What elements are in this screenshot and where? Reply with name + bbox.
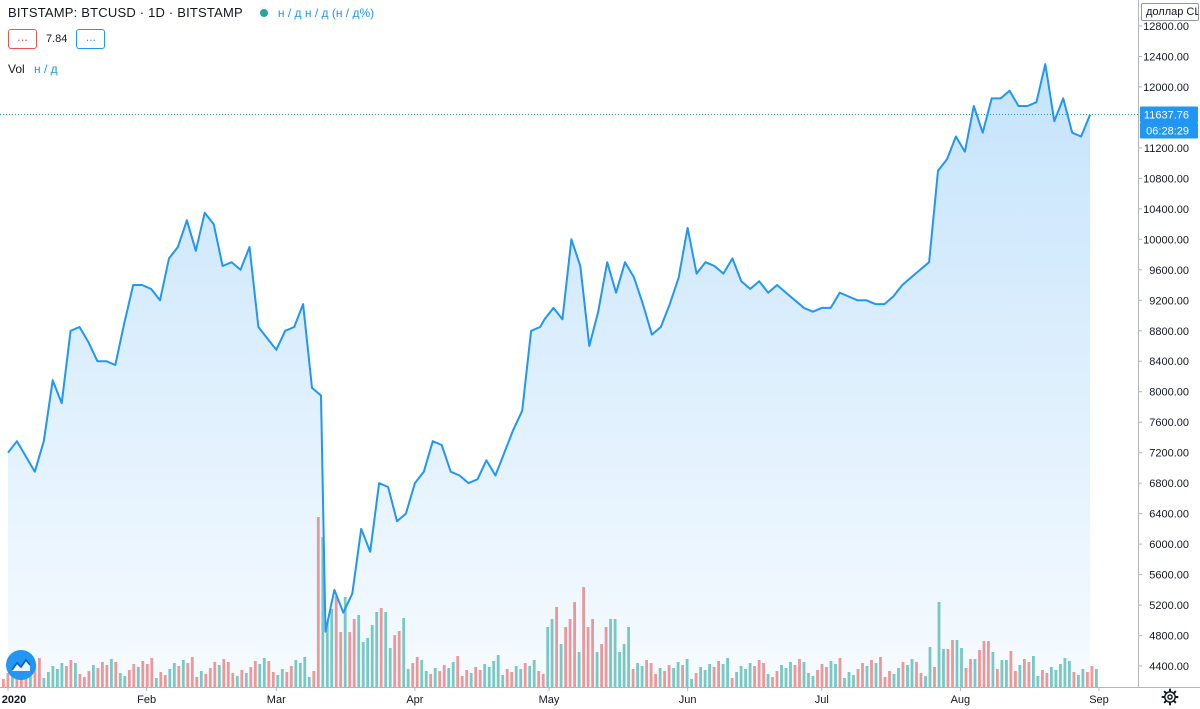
price-tick-label: 6400.00: [1149, 509, 1189, 521]
price-line: [7, 63, 1092, 633]
price-tick-label: 10000.00: [1143, 234, 1189, 246]
price-tick-label: 5200.00: [1149, 600, 1189, 612]
price-tick-label: 7200.00: [1149, 448, 1189, 460]
time-tick-label: Mar: [267, 694, 286, 706]
volume-bar: [2, 679, 5, 687]
price-tick-label: 5600.00: [1149, 570, 1189, 582]
tradingview-logo-icon[interactable]: [6, 650, 36, 680]
last-price-tag: 11637.76 06:28:29: [1140, 106, 1198, 139]
time-tick-label: Jun: [679, 694, 697, 706]
price-tick-label: 12400.00: [1143, 51, 1189, 63]
price-tick-label: 12000.00: [1143, 82, 1189, 94]
indicator-button-2[interactable]: ...: [76, 29, 106, 49]
price-axis[interactable]: 12800.00 12400.00 12000.00 11200.00 10800.00…: [1138, 0, 1189, 687]
price-tick-label: 8800.00: [1149, 326, 1189, 338]
price-tick-label: 9200.00: [1149, 295, 1189, 307]
indicator-button-1[interactable]: ...: [8, 29, 37, 49]
price-tick-label: 9600.00: [1149, 265, 1189, 277]
volume-bar: [1095, 669, 1098, 687]
time-tick-label: Jul: [815, 694, 829, 706]
market-status-icon: [259, 8, 268, 17]
price-tick-label: 12800.00: [1143, 21, 1189, 33]
currency-button[interactable]: доллар США: [1141, 3, 1199, 21]
time-tick-label: May: [539, 694, 560, 706]
price-tick-label: 11200.00: [1144, 143, 1189, 155]
countdown-label-bg: [1140, 122, 1198, 139]
time-tick-label: 2020: [2, 694, 26, 706]
price-tick-label: 4400.00: [1149, 661, 1189, 673]
price-tick-label: 10400.00: [1143, 204, 1189, 216]
price-tick-label: 7600.00: [1149, 417, 1189, 429]
volume-bar: [1090, 666, 1094, 687]
time-axis[interactable]: 2020 Feb Mar Apr May Jun Jul Aug Sep: [0, 687, 1200, 706]
last-price-value: 11637.76: [1144, 110, 1189, 122]
volume-value: н / д: [34, 62, 58, 76]
price-tick-label: 10800.00: [1143, 173, 1189, 185]
price-area: [8, 64, 1091, 688]
indicator-value: 7.84: [46, 33, 68, 45]
ohlc-values: н / д н / д (н / д%): [277, 5, 375, 20]
time-tick-label: Aug: [951, 694, 971, 706]
price-tick-label: 8000.00: [1149, 387, 1189, 399]
time-tick-label: Sep: [1089, 694, 1109, 706]
time-tick-label: Apr: [406, 694, 423, 706]
time-tick-label: Feb: [137, 694, 156, 706]
price-tick-label: 6800.00: [1149, 478, 1189, 490]
gear-icon[interactable]: [1161, 688, 1179, 706]
volume-label[interactable]: Vol: [8, 62, 25, 76]
chart-legend: BITSTAMP: BTCUSD · 1D · BITSTAMP н / д н…: [8, 5, 374, 76]
price-tick-label: 4800.00: [1149, 631, 1189, 643]
price-tick-label: 8400.00: [1149, 356, 1189, 368]
volume-bar: [6, 673, 10, 687]
symbol-title[interactable]: BITSTAMP: BTCUSD · 1D · BITSTAMP: [8, 5, 243, 20]
last-price-label-bg: [1140, 106, 1198, 123]
bar-countdown: 06:28:29: [1146, 126, 1189, 138]
price-tick-label: 6000.00: [1149, 539, 1189, 551]
